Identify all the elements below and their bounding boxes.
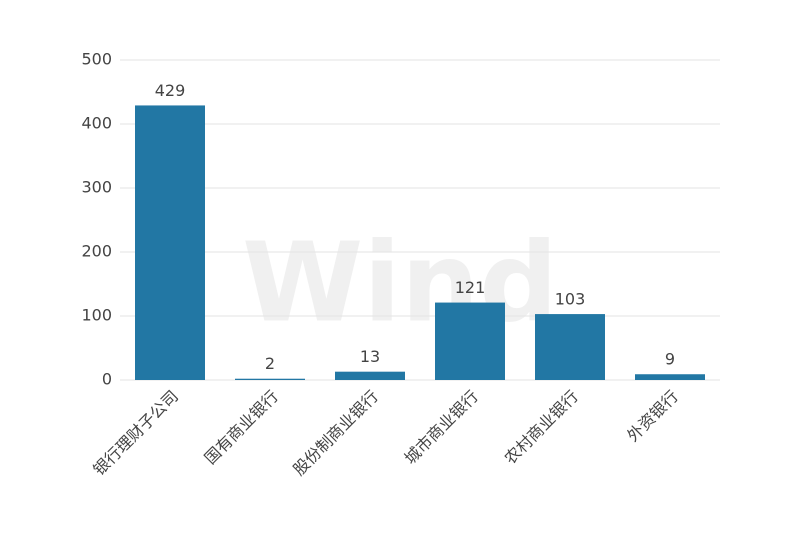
- watermark: Wind: [242, 218, 558, 346]
- y-tick-label: 300: [81, 178, 112, 197]
- bar: [435, 302, 505, 380]
- bar: [635, 374, 705, 380]
- y-tick-label: 0: [102, 370, 112, 389]
- y-tick-label: 100: [81, 306, 112, 325]
- x-tick-label: 农村商业银行: [501, 387, 582, 468]
- y-tick-label: 200: [81, 242, 112, 261]
- bar: [535, 314, 605, 380]
- x-tick-label: 银行理财子公司: [89, 387, 182, 480]
- data-label: 103: [555, 290, 586, 309]
- data-label: 429: [155, 81, 186, 100]
- bar: [135, 105, 205, 380]
- x-tick-label: 股份制商业银行: [289, 387, 382, 480]
- x-tick-label: 国有商业银行: [201, 387, 282, 468]
- x-tick-label: 外资银行: [623, 387, 682, 446]
- data-label: 13: [360, 347, 380, 366]
- data-label: 9: [665, 350, 675, 369]
- bar: [235, 378, 305, 380]
- data-label: 121: [455, 278, 486, 297]
- y-tick-label: 400: [81, 114, 112, 133]
- x-tick-label: 城市商业银行: [401, 387, 482, 468]
- data-label: 2: [265, 354, 275, 373]
- y-tick-label: 500: [81, 50, 112, 69]
- bar: [335, 371, 405, 380]
